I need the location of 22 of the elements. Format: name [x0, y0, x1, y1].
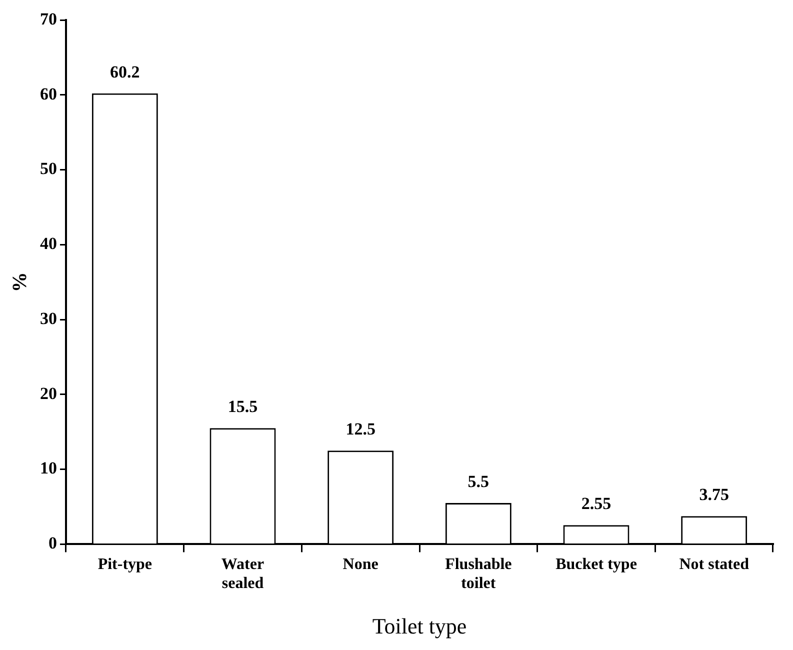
- data-label: 15.5: [228, 397, 258, 416]
- data-label: 60.2: [110, 62, 140, 82]
- x-tick-label: None: [342, 556, 378, 573]
- data-label: 12.5: [346, 419, 376, 438]
- y-tick-label: 50: [40, 159, 57, 178]
- y-tick-label: 70: [40, 9, 57, 28]
- x-tick-label: Bucket type: [556, 556, 637, 573]
- x-tick-label: Water sealed: [221, 556, 264, 592]
- y-tick-label: 0: [48, 534, 57, 553]
- y-tick-label: 40: [40, 234, 57, 254]
- y-tick-label: 60: [40, 84, 57, 104]
- y-tick-label: 20: [40, 384, 57, 403]
- x-tick-label: Not stated: [679, 556, 750, 573]
- data-label: 5.5: [468, 472, 490, 491]
- x-axis-title: Toilet type: [372, 614, 467, 639]
- x-tick-label: Pit-type: [98, 556, 152, 573]
- x-tick-label: Flushable toilet: [445, 556, 512, 592]
- y-tick-label: 10: [40, 458, 57, 478]
- y-tick-label: 30: [40, 308, 57, 328]
- data-label: 2.55: [581, 494, 612, 513]
- data-label: 3.75: [699, 485, 729, 504]
- y-axis-title: %: [9, 272, 32, 292]
